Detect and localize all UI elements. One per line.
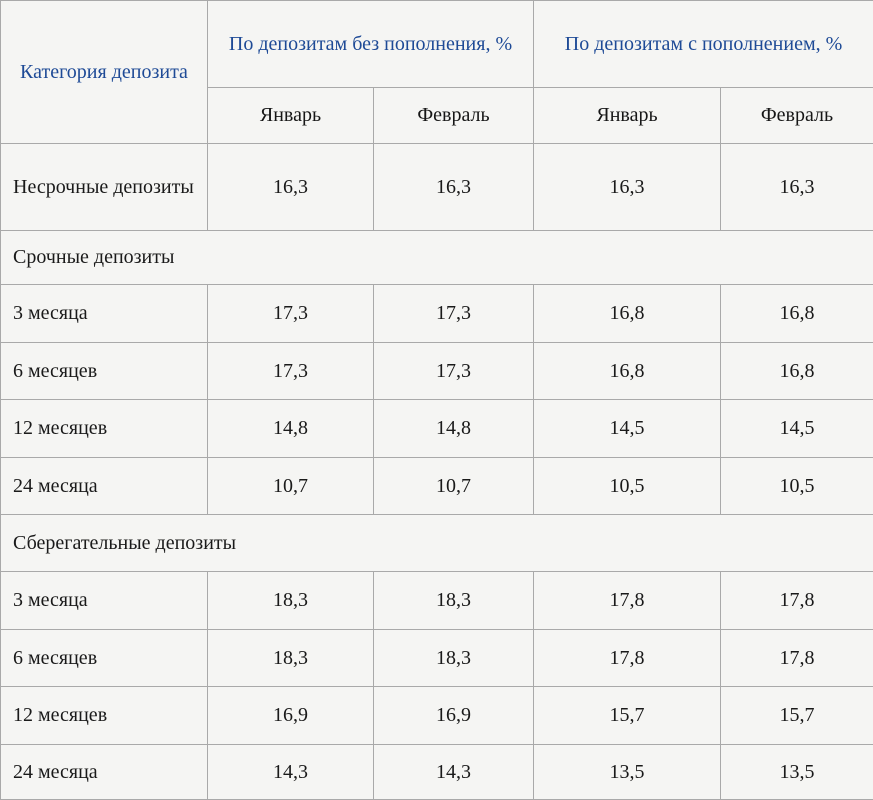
rate-value: 10,7	[372, 457, 535, 515]
rate-value: 17,3	[372, 284, 535, 343]
section-row: Срочные депозиты	[0, 230, 873, 285]
month-header-february-2: Февраль	[720, 87, 873, 144]
rate-value: 17,8	[720, 571, 873, 630]
group-header-without-replenishment: По депозитам без пополнения, %	[206, 0, 535, 88]
section-label: Срочные депозиты	[0, 230, 873, 285]
rate-value: 16,8	[720, 284, 873, 343]
rate-value: 18,3	[372, 629, 535, 687]
rate-value: 16,9	[207, 686, 374, 745]
row-label: Несрочные депозиты	[0, 143, 208, 231]
rate-value: 17,8	[533, 629, 722, 687]
rate-value: 17,8	[720, 629, 873, 687]
row-label: 24 месяца	[0, 457, 208, 515]
rate-value: 16,3	[207, 143, 374, 231]
table-row: 24 месяца 10,7 10,7 10,5 10,5	[0, 457, 873, 515]
header-months-row: Январь Февраль Январь Февраль	[1, 87, 873, 144]
rate-value: 16,8	[533, 342, 722, 400]
rate-value: 16,3	[372, 143, 535, 231]
table-row: 12 месяцев 16,9 16,9 15,7 15,7	[0, 686, 873, 745]
table-row: 12 месяцев 14,8 14,8 14,5 14,5	[0, 399, 873, 458]
rate-value: 14,5	[720, 399, 873, 458]
section-label: Сберегательные депозиты	[0, 514, 873, 572]
rate-value: 16,3	[533, 143, 722, 231]
rate-value: 14,3	[372, 744, 535, 800]
section-row: Сберегательные депозиты	[0, 514, 873, 572]
rate-value: 14,8	[207, 399, 374, 458]
rate-value: 16,8	[533, 284, 722, 343]
rate-value: 15,7	[533, 686, 722, 745]
rate-value: 18,3	[207, 571, 374, 630]
row-label: 12 месяцев	[0, 686, 208, 745]
row-label: 6 месяцев	[0, 342, 208, 400]
rate-value: 16,3	[720, 143, 873, 231]
rate-value: 14,8	[372, 399, 535, 458]
rate-value: 18,3	[372, 571, 535, 630]
rate-value: 18,3	[207, 629, 374, 687]
rate-value: 17,3	[207, 342, 374, 400]
table-row: 24 месяца 14,3 14,3 13,5 13,5	[0, 744, 873, 800]
rate-value: 15,7	[720, 686, 873, 745]
rate-value: 10,7	[207, 457, 374, 515]
table-row: Несрочные депозиты 16,3 16,3 16,3 16,3	[0, 143, 873, 231]
month-header-february-1: Февраль	[372, 87, 535, 144]
rate-value: 17,3	[372, 342, 535, 400]
month-header-january-1: Январь	[207, 87, 374, 144]
rate-value: 14,5	[533, 399, 722, 458]
rate-value: 10,5	[720, 457, 873, 515]
rate-value: 16,9	[372, 686, 535, 745]
table-row: 3 месяца 17,3 17,3 16,8 16,8	[0, 284, 873, 343]
header-group-row: Категория депозита По депозитам без попо…	[0, 0, 873, 144]
rate-value: 13,5	[720, 744, 873, 800]
month-header-january-2: Январь	[533, 87, 722, 144]
row-label: 3 месяца	[0, 571, 208, 630]
rate-value: 17,8	[533, 571, 722, 630]
row-label: 12 месяцев	[0, 399, 208, 458]
table-row: 6 месяцев 18,3 18,3 17,8 17,8	[0, 629, 873, 687]
group-header-with-replenishment: По депозитам с пополнением, %	[533, 0, 873, 88]
category-column-header: Категория депозита	[0, 0, 208, 144]
row-label: 6 месяцев	[0, 629, 208, 687]
rate-value: 14,3	[207, 744, 374, 800]
row-label: 3 месяца	[0, 284, 208, 343]
rate-value: 13,5	[533, 744, 722, 800]
rate-value: 16,8	[720, 342, 873, 400]
row-label: 24 месяца	[0, 744, 208, 800]
rate-value: 10,5	[533, 457, 722, 515]
table-row: 3 месяца 18,3 18,3 17,8 17,8	[0, 571, 873, 630]
table-row: 6 месяцев 17,3 17,3 16,8 16,8	[0, 342, 873, 400]
rate-value: 17,3	[207, 284, 374, 343]
